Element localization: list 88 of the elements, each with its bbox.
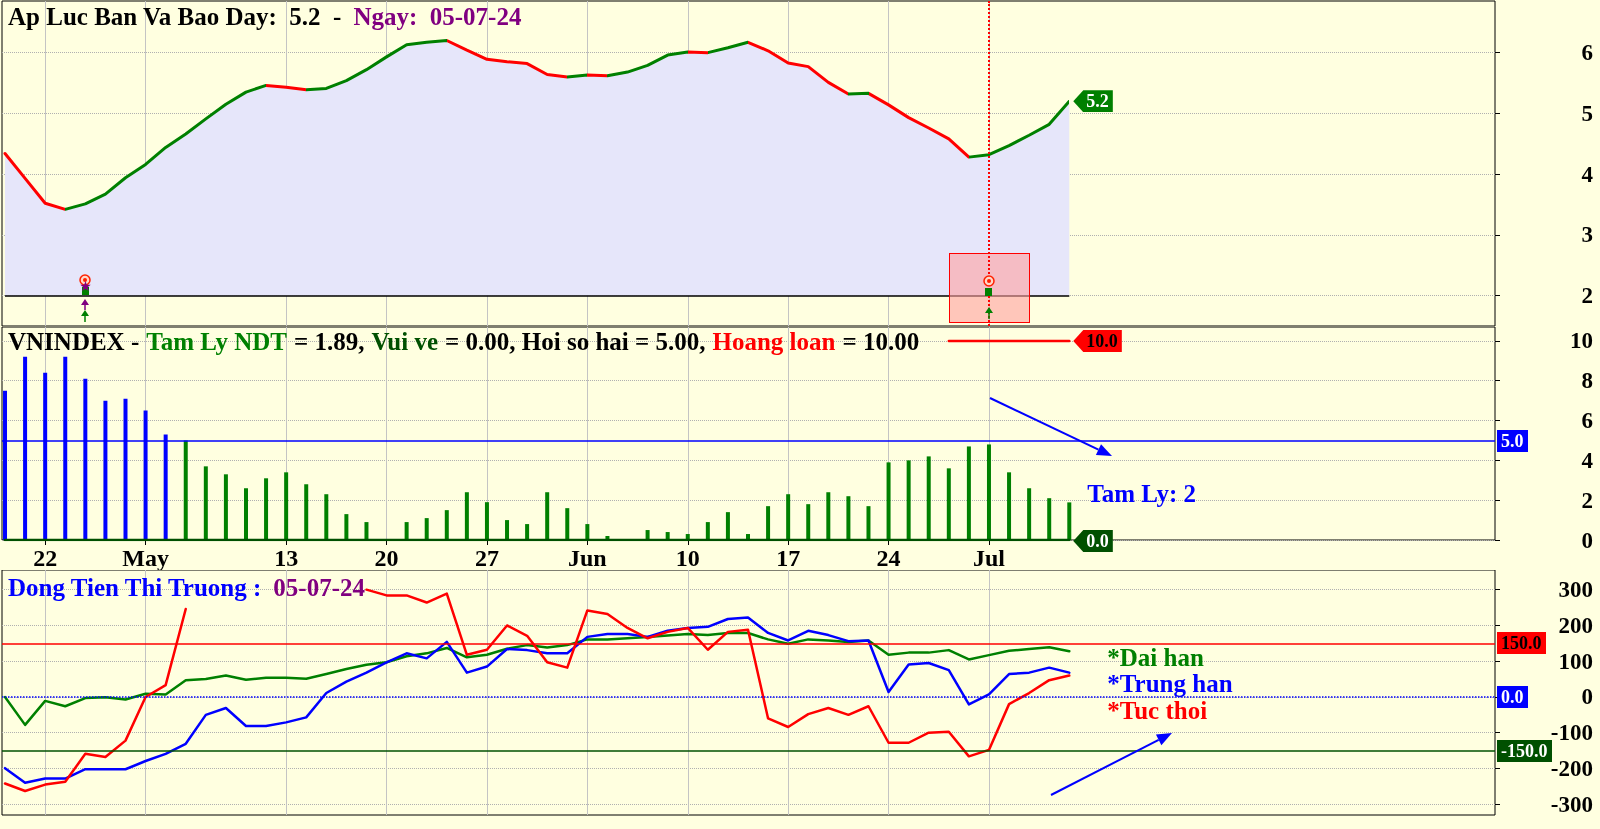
series-label: *Trung han xyxy=(1107,669,1233,697)
annotation: = 1.89, xyxy=(294,328,365,355)
chart-title: VNINDEX - xyxy=(8,328,140,355)
text: Tam Ly: 2 xyxy=(1087,479,1197,507)
y-tick-label: 2 xyxy=(1581,487,1593,513)
bar xyxy=(264,478,269,540)
x-tick-label: 20 xyxy=(374,545,399,571)
bar xyxy=(444,510,449,540)
bar xyxy=(203,466,208,540)
bar xyxy=(846,496,851,540)
y-tick-label: -100 xyxy=(1550,720,1593,746)
bar xyxy=(725,512,730,540)
series-label: Tam Ly NDT xyxy=(146,328,288,355)
bar xyxy=(484,502,489,540)
x-tick-label: 17 xyxy=(776,545,801,571)
ref-line-label: 0.0 xyxy=(1497,685,1528,708)
bar xyxy=(344,514,349,540)
text: Hoang loan xyxy=(712,328,836,355)
bar xyxy=(906,460,911,540)
y-tick-label: 0 xyxy=(1581,684,1593,710)
bar xyxy=(1027,488,1032,540)
bar xyxy=(304,484,309,540)
ref-line-label: -150.0 xyxy=(1497,739,1552,762)
bar xyxy=(946,468,951,540)
y-tick-label: 8 xyxy=(1581,368,1593,394)
bar xyxy=(364,522,369,540)
bar xyxy=(886,462,891,540)
series-label: *Dai han xyxy=(1107,643,1204,671)
annotation: = 10.00 xyxy=(842,328,920,355)
bar xyxy=(986,444,991,540)
chart-subtitle: 05-07-24 xyxy=(273,574,366,601)
bar xyxy=(966,446,971,540)
data-label: 5.2 xyxy=(1073,90,1113,113)
bar xyxy=(505,520,510,540)
bar xyxy=(766,506,771,540)
text: Vui ve xyxy=(371,328,439,355)
x-tick-label: 27 xyxy=(474,545,499,571)
y-tick-label: 0 xyxy=(1581,527,1593,553)
chart-title: Ap Luc Ban Va Bao Day: 5.2 - xyxy=(8,3,342,30)
bar xyxy=(284,472,289,540)
bar xyxy=(183,440,188,540)
bar xyxy=(404,522,409,540)
y-tick-label: 100 xyxy=(1558,648,1593,674)
ref-line-label: 5.0 xyxy=(1497,430,1528,452)
y-tick-label: 5 xyxy=(1581,100,1593,126)
x-tick-label: 10 xyxy=(675,545,700,571)
bar xyxy=(585,524,590,540)
y-tick-label: 4 xyxy=(1581,447,1594,473)
bar xyxy=(565,508,570,540)
bar xyxy=(826,492,831,540)
y-tick-label: 200 xyxy=(1558,612,1593,638)
x-tick-label: 13 xyxy=(274,545,299,571)
y-tick-label: -300 xyxy=(1550,791,1593,817)
x-tick-label: 22 xyxy=(33,545,58,571)
y-tick-label: 6 xyxy=(1581,408,1593,434)
bar xyxy=(464,492,469,540)
x-tick-label: 24 xyxy=(876,545,901,571)
bar xyxy=(525,524,530,540)
bar xyxy=(545,492,550,540)
y-tick-label: 300 xyxy=(1558,577,1593,603)
data-label: 0.0 xyxy=(1073,530,1113,552)
annotation: = 0.00, Hoi so hai = 5.00, xyxy=(445,328,706,355)
bar xyxy=(324,494,329,540)
x-tick-label: Jun xyxy=(568,545,607,571)
y-tick-label: 4 xyxy=(1581,161,1594,187)
bar xyxy=(866,506,871,540)
bar xyxy=(243,488,248,540)
bar xyxy=(1047,498,1052,540)
y-tick-label: 2 xyxy=(1581,283,1593,309)
y-tick-label: 3 xyxy=(1581,222,1593,248)
chart-title: Dong Tien Thi Truong : xyxy=(8,574,262,601)
bar xyxy=(786,494,791,540)
y-tick-label: -200 xyxy=(1550,756,1593,781)
y-tick-label: 10 xyxy=(1570,328,1593,354)
ref-line-label: 150.0 xyxy=(1497,632,1546,655)
bar xyxy=(223,474,228,540)
bar xyxy=(1067,502,1072,540)
x-tick-label: Jul xyxy=(972,545,1006,571)
bar xyxy=(424,518,429,540)
bar xyxy=(705,522,710,540)
bar xyxy=(926,456,931,540)
series-label: *Tuc thoi xyxy=(1107,697,1208,725)
bar xyxy=(1007,472,1012,540)
chart-subtitle: Ngay: 05-07-24 xyxy=(353,3,522,30)
y-tick-label: 6 xyxy=(1581,40,1593,66)
data-label: 10.0 xyxy=(1073,330,1122,352)
bar xyxy=(645,530,650,540)
bar xyxy=(806,504,811,540)
